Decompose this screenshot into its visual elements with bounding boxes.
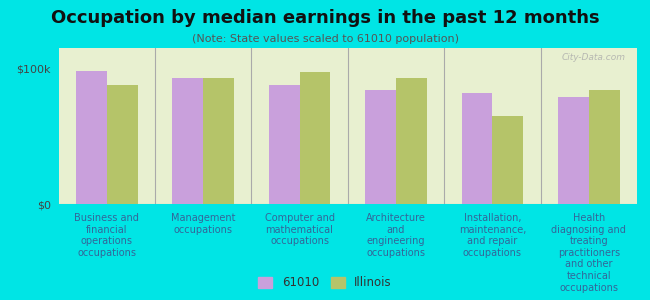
- Bar: [396, 78, 427, 204]
- Text: City-Data.com: City-Data.com: [562, 53, 625, 62]
- Bar: [172, 78, 203, 204]
- Text: Computer and
mathematical
occupations: Computer and mathematical occupations: [265, 213, 335, 246]
- Text: Business and
financial
operations
occupations: Business and financial operations occupa…: [74, 213, 139, 258]
- Bar: [493, 116, 523, 204]
- Bar: [107, 85, 138, 204]
- Legend: 61010, Illinois: 61010, Illinois: [254, 272, 396, 294]
- Text: Occupation by median earnings in the past 12 months: Occupation by median earnings in the pas…: [51, 9, 599, 27]
- Bar: [268, 85, 300, 204]
- Bar: [203, 78, 234, 204]
- Bar: [300, 72, 330, 204]
- Text: Architecture
and
engineering
occupations: Architecture and engineering occupations: [366, 213, 426, 258]
- Text: Management
occupations: Management occupations: [171, 213, 235, 235]
- Bar: [558, 97, 589, 204]
- Bar: [76, 71, 107, 204]
- Bar: [462, 93, 492, 204]
- Bar: [365, 90, 396, 204]
- Text: Installation,
maintenance,
and repair
occupations: Installation, maintenance, and repair oc…: [459, 213, 526, 258]
- Text: (Note: State values scaled to 61010 population): (Note: State values scaled to 61010 popu…: [192, 34, 458, 44]
- Text: Health
diagnosing and
treating
practitioners
and other
technical
occupations: Health diagnosing and treating practitio…: [551, 213, 626, 292]
- Bar: [589, 90, 619, 204]
